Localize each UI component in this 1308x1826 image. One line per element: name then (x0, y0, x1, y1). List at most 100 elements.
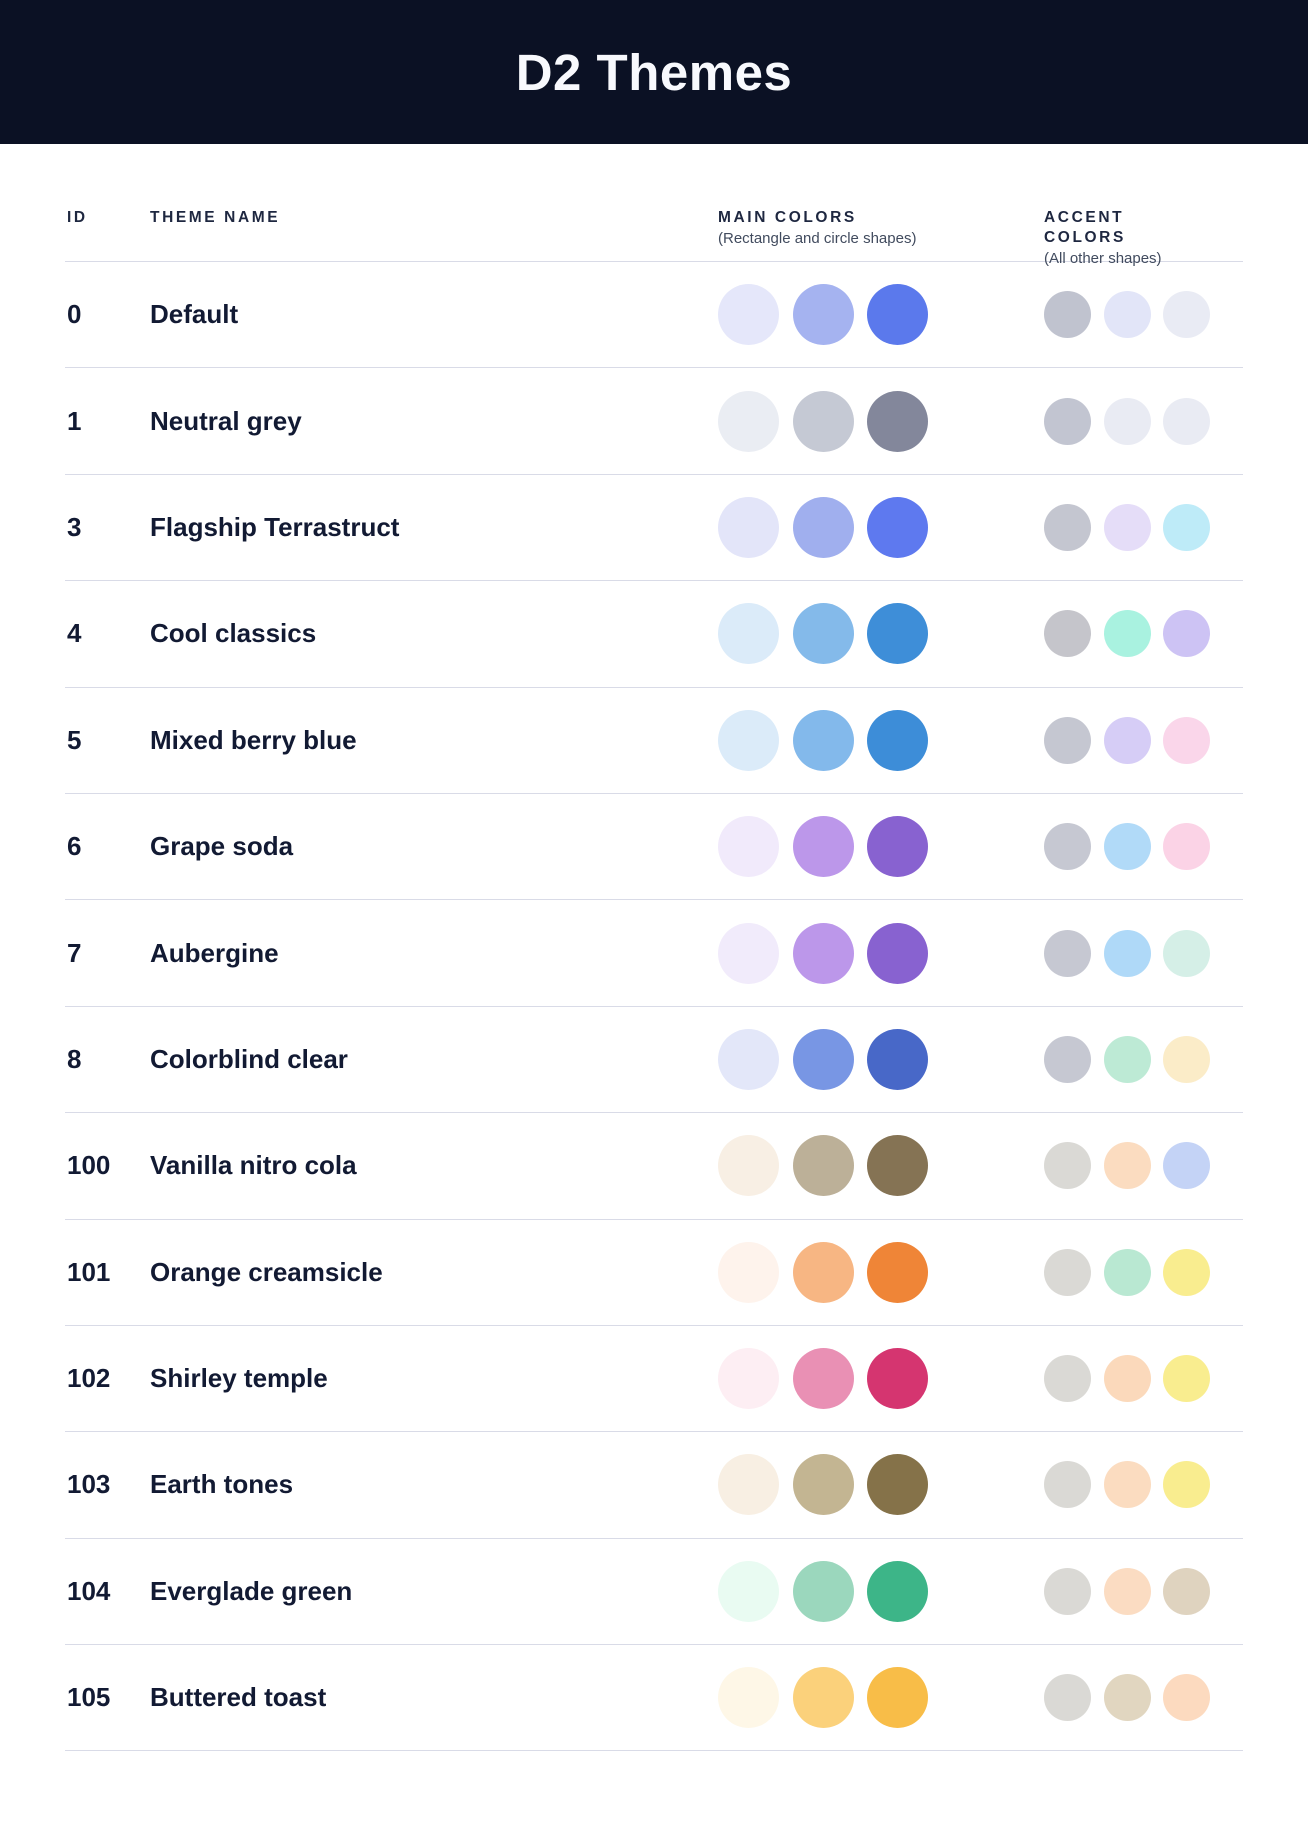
main-color-swatch (718, 1028, 779, 1090)
main-color-swatches (718, 1241, 928, 1303)
main-color-swatch (792, 284, 854, 346)
accent-color-swatch (1044, 503, 1091, 551)
main-color-swatches (718, 1028, 928, 1090)
main-color-swatch (718, 1560, 779, 1622)
accent-color-swatch (1163, 1355, 1210, 1403)
table-column-headers: ID THEME NAME MAIN COLORS (Rectangle and… (65, 144, 1243, 267)
accent-color-swatches (1044, 929, 1210, 977)
accent-color-swatches (1044, 1248, 1210, 1296)
main-color-swatch (867, 1667, 928, 1729)
accent-color-swatches (1044, 716, 1210, 764)
main-color-swatches (718, 1348, 928, 1410)
accent-color-swatch (1103, 929, 1151, 977)
accent-color-swatch (1163, 1674, 1210, 1722)
main-color-swatch (718, 603, 779, 665)
accent-color-swatch (1163, 1035, 1210, 1083)
accent-color-swatch (1044, 1674, 1091, 1722)
main-color-swatch (867, 603, 928, 665)
accent-color-swatch (1163, 291, 1210, 339)
theme-row: 0 Default (65, 262, 1243, 369)
main-color-swatch (792, 816, 854, 878)
main-color-swatch (867, 922, 928, 984)
main-color-swatch (792, 1241, 854, 1303)
accent-color-swatch (1103, 716, 1151, 764)
accent-color-swatches (1044, 1035, 1210, 1083)
main-color-swatch (867, 1241, 928, 1303)
main-color-swatch (867, 816, 928, 878)
accent-color-swatch (1163, 1461, 1210, 1509)
main-color-swatch (792, 709, 854, 771)
accent-color-swatch (1044, 1461, 1091, 1509)
theme-id: 103 (67, 1469, 111, 1500)
theme-name: Aubergine (150, 937, 279, 968)
main-color-swatch (867, 390, 928, 452)
accent-color-swatch (1163, 397, 1210, 445)
column-header-main-colors: MAIN COLORS (718, 209, 857, 226)
theme-id: 7 (67, 937, 82, 968)
main-color-swatch (792, 496, 854, 558)
theme-row: 7 Aubergine (65, 900, 1243, 1007)
main-color-swatch (792, 603, 854, 665)
accent-color-swatch (1163, 716, 1210, 764)
main-color-swatch (718, 709, 779, 771)
theme-name: Mixed berry blue (150, 724, 357, 755)
main-color-swatch (792, 1028, 854, 1090)
main-color-swatch (718, 1241, 779, 1303)
main-color-swatch (718, 816, 779, 878)
main-color-swatches (718, 1560, 928, 1622)
main-color-swatch (792, 1667, 854, 1729)
column-header-theme-name: THEME NAME (150, 209, 281, 226)
theme-id: 6 (67, 831, 82, 862)
main-color-swatch (718, 922, 779, 984)
accent-color-swatch (1163, 1567, 1210, 1615)
main-color-swatches (718, 1454, 928, 1516)
theme-id: 4 (67, 618, 82, 649)
column-header-accent-colors: ACCENT COLORS (1044, 209, 1126, 246)
theme-id: 105 (67, 1682, 111, 1713)
accent-color-swatch (1103, 610, 1151, 658)
main-color-swatch (718, 1454, 779, 1516)
main-color-swatch (792, 1454, 854, 1516)
accent-color-swatch (1103, 823, 1151, 871)
theme-id: 104 (67, 1575, 111, 1606)
accent-color-swatches (1044, 823, 1210, 871)
main-color-swatches (718, 496, 928, 558)
accent-color-swatch (1103, 1355, 1151, 1403)
accent-color-swatch (1103, 1674, 1151, 1722)
main-color-swatch (867, 1560, 928, 1622)
accent-color-swatches (1044, 291, 1210, 339)
theme-id: 1 (67, 405, 82, 436)
accent-color-swatch (1044, 610, 1091, 658)
accent-color-swatches (1044, 610, 1210, 658)
accent-color-swatch (1044, 929, 1091, 977)
theme-name: Cool classics (150, 618, 317, 649)
theme-name: Colorblind clear (150, 1043, 348, 1074)
theme-row: 1 Neutral grey (65, 368, 1243, 475)
accent-color-swatch (1103, 1035, 1151, 1083)
theme-row: 100 Vanilla nitro cola (65, 1113, 1243, 1220)
main-color-swatch (867, 1135, 928, 1197)
main-color-swatches (718, 603, 928, 665)
theme-name: Grape soda (150, 831, 294, 862)
theme-id: 0 (67, 299, 82, 330)
accent-color-swatch (1163, 610, 1210, 658)
column-subtitle-main-colors: (Rectangle and circle shapes) (718, 230, 917, 247)
theme-row: 3 Flagship Terrastruct (65, 475, 1243, 582)
theme-name: Orange creamsicle (150, 1256, 383, 1287)
main-color-swatch (718, 1667, 779, 1729)
accent-color-swatch (1044, 397, 1091, 445)
main-color-swatches (718, 709, 928, 771)
main-color-swatches (718, 1667, 928, 1729)
theme-name: Neutral grey (150, 405, 302, 436)
theme-row: 104 Everglade green (65, 1539, 1243, 1646)
accent-color-swatches (1044, 1674, 1210, 1722)
accent-color-swatches (1044, 1142, 1210, 1190)
main-color-swatch (718, 284, 779, 346)
accent-color-swatch (1103, 1567, 1151, 1615)
accent-color-swatch (1163, 1142, 1210, 1190)
accent-color-swatch (1044, 1142, 1091, 1190)
main-color-swatch (867, 496, 928, 558)
main-color-swatch (718, 1135, 779, 1197)
main-color-swatch (867, 1348, 928, 1410)
main-color-swatch (792, 1348, 854, 1410)
